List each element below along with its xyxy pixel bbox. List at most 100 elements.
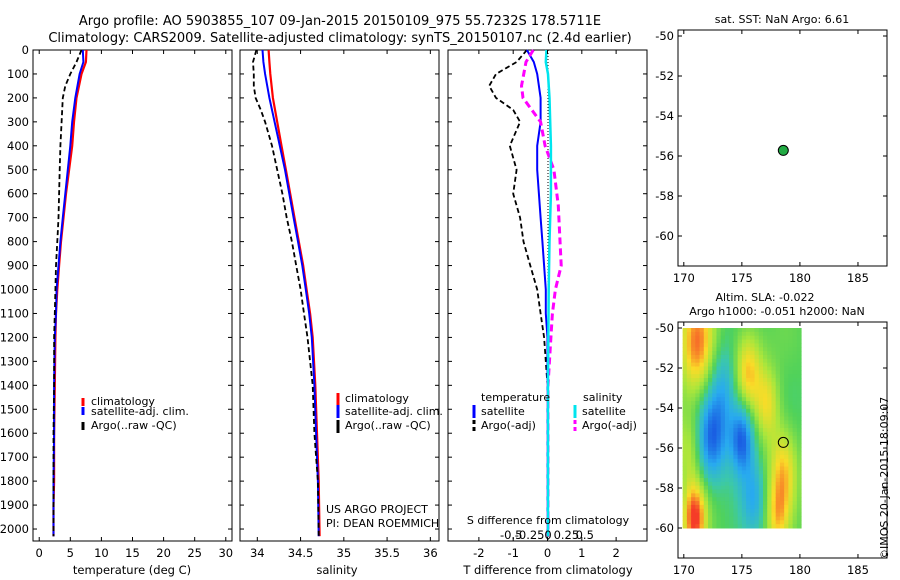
sla-cell [699,497,705,502]
sla-cell [784,347,789,352]
sla-cell [729,458,734,464]
sla-cell [695,516,701,521]
sla-cell [746,335,751,341]
sla-cell [724,439,730,444]
sla-cell [746,516,751,521]
sla-cell [703,424,709,429]
sla-cell [686,424,692,429]
sla-cell [682,385,688,391]
sla-cell [750,347,756,352]
sla-cell [750,420,756,425]
sla-cell [784,331,789,337]
sla-cell [784,466,789,471]
sla-cell [699,485,705,491]
sla-cell [746,366,751,371]
sla-cell [754,466,760,471]
sla-cell [754,493,760,498]
sla-cell [771,378,777,383]
sla-cell [771,408,777,414]
sla-cell [682,520,688,525]
sla-cell [708,462,713,467]
sla-cell [750,512,756,517]
sla-cell [767,366,772,371]
argo-profile [52,49,83,537]
sla-cell [746,378,751,383]
sla-cell [775,497,781,502]
sla-cell [775,347,781,352]
sla-cell [792,435,798,441]
sla-cell [784,478,789,483]
legend-label-climatology: climatology [91,395,155,408]
sla-cell [716,451,722,456]
sla-cell [788,458,794,464]
argo-profile [252,49,320,537]
sla-cell [741,431,747,437]
sla-cell [699,462,705,467]
sla-cell [792,508,798,514]
sla-cell [699,404,705,410]
sla-cell [703,328,709,333]
sla-cell [708,351,713,356]
sla-cell [695,485,701,491]
sla-cell [716,512,722,517]
salinity-axes-frame [239,49,440,542]
sla-cell [720,474,726,479]
sla-cell [737,404,743,410]
sla-cell [686,358,692,364]
sla-cell [788,516,794,521]
sla-cell [724,393,730,398]
sla-cell [724,362,730,367]
sla-cell [708,489,713,494]
map-y-tick-label: -52 [655,69,674,83]
sla-cell [767,381,772,387]
sla-cell [737,358,743,364]
sla-cell [699,520,705,525]
x-tick-label: 36 [423,546,438,560]
sla-cell [792,335,798,341]
sla-cell [771,381,777,387]
sla-cell [724,435,730,441]
sla-cell [771,424,777,429]
sla-cell [716,393,722,398]
project-annotation: US ARGO PROJECT [326,503,428,516]
sla-cell [729,381,734,387]
sla-cell [750,393,756,398]
sla-cell [699,393,705,398]
sla-cell [695,343,701,348]
sla-cell [712,470,717,475]
sla-cell [779,428,785,433]
sla-cell [708,393,713,398]
sla-cell [699,431,705,437]
sla-cell [750,335,756,341]
sla-cell [695,420,701,425]
sla-cell [771,447,777,452]
sla-cell [712,458,717,464]
sla-cell [703,393,709,398]
sla-cell [754,354,760,360]
sla-cell [686,381,692,387]
sla-cell [746,354,751,360]
sla-cell [703,470,709,475]
sla-cell [763,439,768,444]
sla-cell [767,508,772,514]
sla-cell [775,478,781,483]
sla-cell [737,493,743,498]
sla-cell [716,447,722,452]
sla-cell [699,381,705,387]
sla-cell [737,370,743,375]
sla-cell [754,351,760,356]
sla-cell [741,504,747,510]
sla-cell [788,351,794,356]
sla-cell [686,447,692,452]
sla-cell [775,520,781,525]
sla-cell [775,362,781,367]
sla-cell [720,428,726,433]
depth-tick-label: 0 [22,43,29,57]
sla-cell [720,451,726,456]
sla-cell [712,408,717,414]
sla-cell [741,508,747,514]
sla-cell [754,497,760,502]
sla-cell [779,451,785,456]
sla-cell [720,420,726,425]
sla-cell [750,408,756,414]
